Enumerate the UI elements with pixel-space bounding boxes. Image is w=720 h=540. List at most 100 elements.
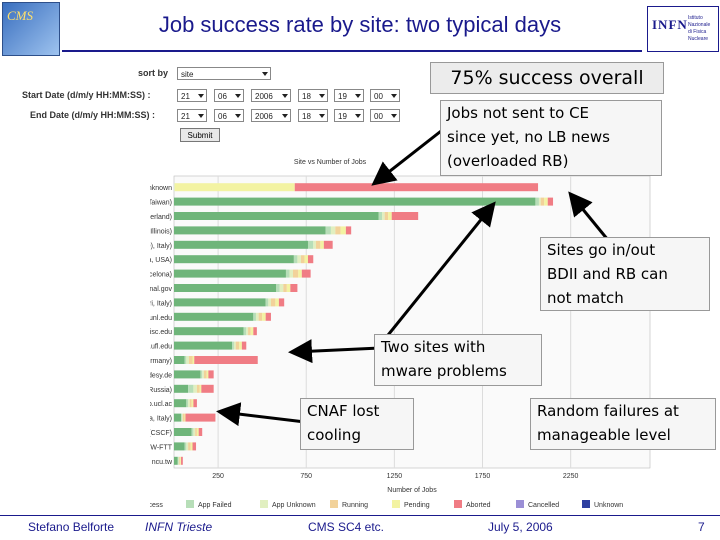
legend-swatch xyxy=(186,500,194,508)
callout-sites-bdii: Sites go in/out BDII and RB can not match xyxy=(540,237,710,311)
arrow-mware xyxy=(288,339,381,364)
bar-segment xyxy=(174,226,326,235)
y-tick-label: hep.ucl.ac xyxy=(150,401,172,408)
bar-segment xyxy=(191,428,194,436)
bar-segment xyxy=(181,413,183,422)
bar-segment xyxy=(177,456,179,465)
bar-segment xyxy=(188,442,191,451)
x-tick-label: 2250 xyxy=(563,473,579,480)
bar-segment xyxy=(192,442,197,451)
legend-swatch xyxy=(582,500,590,508)
bar-segment xyxy=(174,442,185,451)
bar-segment xyxy=(298,269,302,278)
bar-segment xyxy=(192,356,195,364)
bar-segment xyxy=(253,327,257,336)
y-tick-label: unknown xyxy=(150,185,172,192)
infn-logo-sub: Istituto Nazionale di Fisica Nucleare xyxy=(688,15,711,42)
start-hour-select[interactable]: 18 xyxy=(298,89,328,102)
y-tick-label: ph.ufl.edu xyxy=(150,344,172,351)
bar-segment xyxy=(174,197,536,206)
bar-segment xyxy=(250,327,254,336)
bar-segment xyxy=(293,255,298,264)
bar-segment xyxy=(191,399,194,408)
bar-segment xyxy=(544,197,548,206)
legend-label: Cancelled xyxy=(528,502,559,509)
cms-logo: CMS xyxy=(2,2,60,56)
bar-segment xyxy=(180,456,182,465)
bar-segment xyxy=(178,456,180,465)
bar-segment xyxy=(184,356,187,364)
bar-segment xyxy=(547,197,554,206)
bar-segment xyxy=(304,255,308,264)
bar-segment xyxy=(189,399,192,408)
y-tick-label: ncu.tw xyxy=(152,459,173,466)
arrow-not-sent xyxy=(371,126,446,186)
end-year-select[interactable]: 2006 xyxy=(251,109,291,122)
bar-segment xyxy=(174,183,295,192)
bar-segment xyxy=(174,384,189,393)
sort-label: sort by xyxy=(138,68,169,78)
bar-segment xyxy=(265,312,271,321)
bar-segment xyxy=(232,341,234,350)
footer-divider xyxy=(0,515,720,516)
bar-segment xyxy=(190,442,193,451)
bar-segment xyxy=(335,226,341,235)
y-tick-label: ultralight.org (Pasadena, USA) xyxy=(150,257,172,264)
end-day-select[interactable]: 21 xyxy=(177,109,207,122)
start-year-select[interactable]: 2006 xyxy=(251,89,291,102)
y-tick-label: INFN-LNL-2 (Legnaro (PD), Italy) xyxy=(150,243,172,250)
bar-segment xyxy=(241,341,247,350)
bar-segment xyxy=(243,327,247,336)
legend-label: Unknown xyxy=(594,502,623,509)
bar-segment xyxy=(538,197,541,206)
bar-segment xyxy=(174,183,175,192)
bar-segment xyxy=(325,226,331,235)
bar-segment xyxy=(313,240,316,249)
start-day-select[interactable]: 21 xyxy=(177,89,207,102)
bar-segment xyxy=(278,298,285,307)
bar-segment xyxy=(293,269,299,278)
sort-select[interactable]: site xyxy=(177,67,271,80)
y-tick-label: CERN-PROD (Geneva, Switzerland) xyxy=(150,214,172,221)
bar-segment xyxy=(388,212,392,220)
bar-segment xyxy=(246,327,249,336)
bar-segment xyxy=(345,226,352,235)
start-month-select[interactable]: 06 xyxy=(214,89,244,102)
start-minute-select[interactable]: 19 xyxy=(334,89,364,102)
bar-segment xyxy=(253,312,256,321)
y-tick-label: unl.edu xyxy=(150,315,172,322)
bar-segment xyxy=(300,255,305,264)
infn-logo-name: INFN xyxy=(652,17,688,32)
bar-segment xyxy=(382,212,385,220)
bar-segment xyxy=(174,255,294,264)
bar-segment xyxy=(174,298,266,307)
bar-segment xyxy=(188,356,193,364)
callout-overall: 75% success overall xyxy=(430,62,664,94)
end-minute-select[interactable]: 19 xyxy=(334,109,364,122)
legend-label: App Unknown xyxy=(272,502,316,509)
callout-random: Random failures at manageable level xyxy=(530,398,716,450)
bar-segment xyxy=(184,442,187,451)
bar-segment xyxy=(188,399,190,408)
bar-segment xyxy=(235,341,240,350)
y-tick-label: cmssrm.fnal.gov xyxy=(150,286,172,293)
bar-segment xyxy=(323,240,333,249)
bar-segment xyxy=(320,240,324,249)
start-second-select[interactable]: 00 xyxy=(370,89,400,102)
bar-segment xyxy=(315,240,321,249)
bar-segment xyxy=(174,284,277,292)
callout-not-sent: Jobs not sent to CE since yet, no LB news… xyxy=(440,100,662,176)
submit-button[interactable]: Submit xyxy=(180,128,220,142)
bar-segment xyxy=(301,269,311,278)
bar-segment xyxy=(195,428,197,436)
bar-segment xyxy=(193,384,197,393)
arrow-cnaf xyxy=(216,402,306,427)
end-second-select[interactable]: 00 xyxy=(370,109,400,122)
end-hour-select[interactable]: 18 xyxy=(298,109,328,122)
bar-segment xyxy=(270,298,276,307)
y-tick-label: hep.wisc.edu xyxy=(150,329,172,336)
bar-segment xyxy=(535,197,539,206)
x-tick-label: 1750 xyxy=(475,473,491,480)
bar-segment xyxy=(233,341,236,350)
end-month-select[interactable]: 06 xyxy=(214,109,244,122)
